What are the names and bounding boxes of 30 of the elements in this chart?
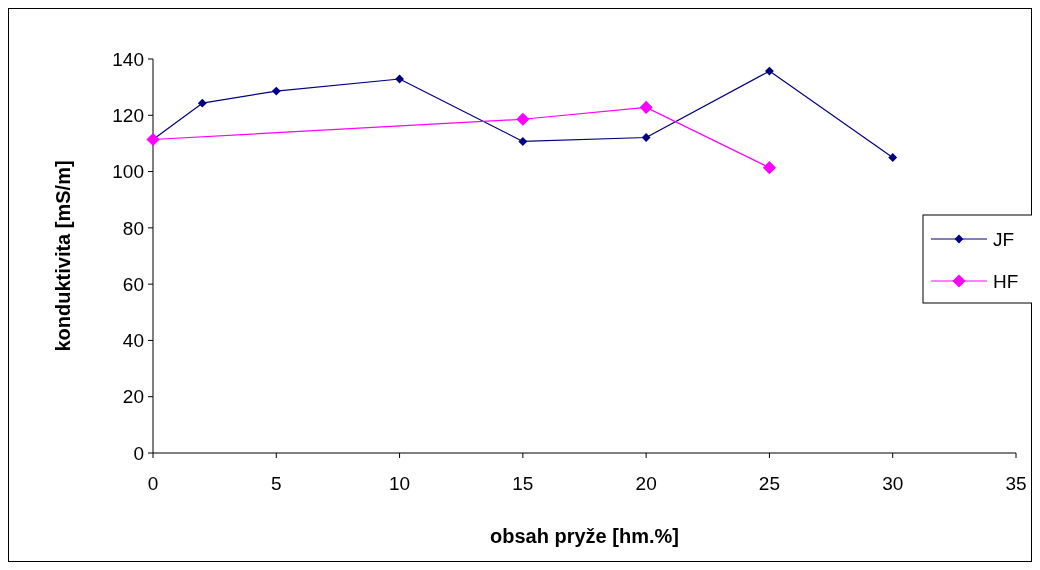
x-tick-label: 10 bbox=[389, 473, 411, 494]
point bbox=[762, 161, 776, 175]
x-tick-label: 0 bbox=[147, 473, 159, 494]
x-tick-label: 5 bbox=[271, 473, 282, 494]
y-tick-label: 120 bbox=[112, 104, 144, 126]
y-tick-label: 60 bbox=[122, 273, 144, 295]
point bbox=[639, 100, 653, 114]
point bbox=[888, 153, 898, 162]
point bbox=[516, 112, 530, 126]
x-tick-label: 20 bbox=[635, 473, 657, 494]
y-tick-label: 80 bbox=[122, 217, 144, 239]
y-tick-label: 40 bbox=[122, 330, 144, 352]
point bbox=[395, 74, 404, 84]
y-tick-label: 140 bbox=[112, 48, 144, 70]
x-tick-label: 35 bbox=[1005, 473, 1027, 494]
point bbox=[765, 66, 774, 76]
point bbox=[197, 98, 207, 108]
point bbox=[641, 133, 651, 142]
x-axis-title: obsah pryže [hm.%] bbox=[490, 525, 679, 547]
legend-label: HF bbox=[993, 270, 1019, 292]
x-tick-label: 15 bbox=[512, 473, 534, 494]
y-axis-title: konduktivita [mS/m] bbox=[52, 160, 74, 352]
x-tick-label: 25 bbox=[758, 473, 780, 494]
y-tick-label: 0 bbox=[133, 442, 144, 464]
point bbox=[518, 137, 528, 146]
point bbox=[271, 86, 281, 96]
y-tick-label: 20 bbox=[122, 386, 144, 408]
legend-label: JF bbox=[993, 228, 1015, 250]
y-tick-label: 100 bbox=[112, 161, 144, 183]
x-tick-label: 30 bbox=[882, 473, 904, 494]
